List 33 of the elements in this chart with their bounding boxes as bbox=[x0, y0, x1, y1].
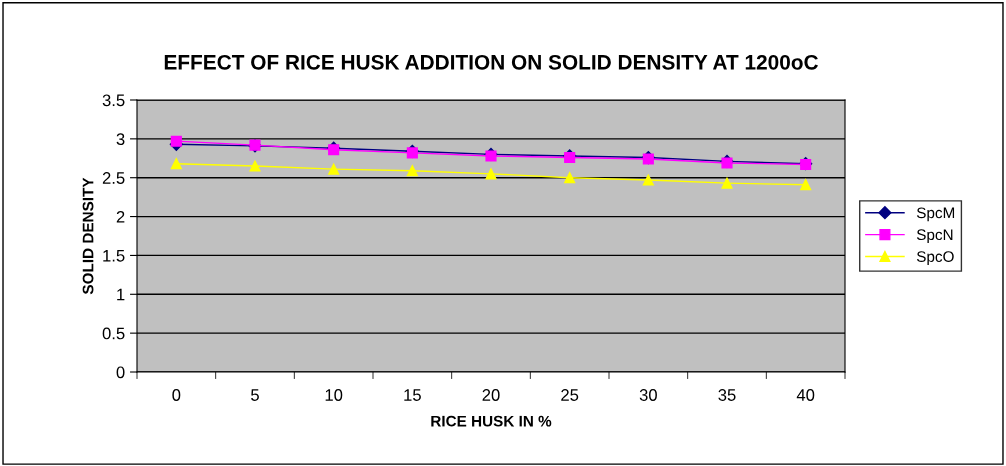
point bbox=[642, 174, 654, 186]
legend-label: SpcM bbox=[916, 207, 955, 222]
legend-label: SpcN bbox=[916, 229, 953, 244]
point bbox=[564, 172, 576, 184]
y-tick-label: 3.5 bbox=[102, 94, 125, 107]
point bbox=[170, 158, 182, 170]
point bbox=[721, 177, 733, 189]
y-tick-label: 1.5 bbox=[103, 250, 125, 262]
y-tick-label: 0 bbox=[116, 366, 125, 379]
point bbox=[406, 165, 418, 177]
point bbox=[170, 135, 182, 147]
x-axis-title: RICE HUSK IN % bbox=[431, 415, 552, 427]
point bbox=[249, 160, 261, 172]
x-tick-label: 40 bbox=[796, 389, 815, 401]
point bbox=[485, 168, 497, 180]
chart-title: EFFECT OF RICE HUSK ADDITION ON SOLID DENSITY AT 1200oC bbox=[164, 54, 819, 70]
x-tick-label: 25 bbox=[561, 389, 579, 401]
x-tick-label: 30 bbox=[639, 389, 657, 401]
y-tick-label: 0.5 bbox=[102, 327, 125, 340]
y-axis-title: SOLID DENSITY bbox=[82, 177, 94, 295]
x-tick-label: 0 bbox=[172, 389, 181, 401]
y-tick-label: 2.5 bbox=[102, 172, 125, 184]
x-tick-label: 35 bbox=[718, 389, 736, 401]
x-tick-label: 5 bbox=[251, 389, 259, 401]
y-tick-label: 2 bbox=[116, 210, 125, 223]
point bbox=[800, 179, 812, 191]
x-tick-label: 10 bbox=[325, 389, 343, 401]
x-tick-label: 15 bbox=[404, 389, 421, 401]
y-tick-label: 1 bbox=[117, 288, 125, 301]
point bbox=[328, 163, 340, 175]
x-tick-label: 20 bbox=[482, 389, 500, 401]
y-tick-label: 3 bbox=[116, 133, 125, 146]
legend-label: SpcO bbox=[916, 251, 954, 265]
